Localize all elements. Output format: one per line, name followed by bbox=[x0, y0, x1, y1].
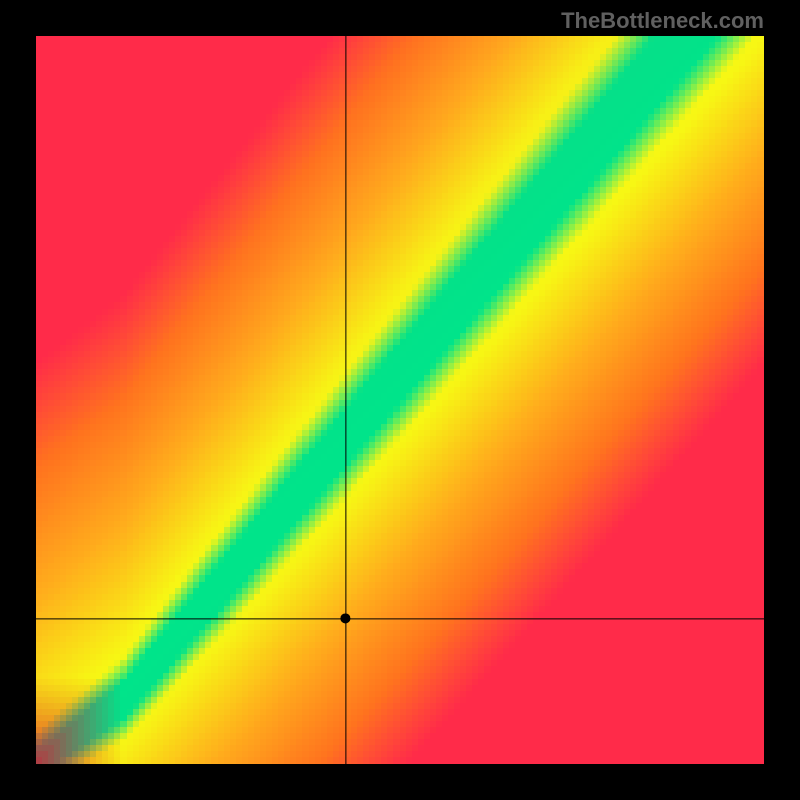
chart-container: { "watermark": { "text": "TheBottleneck.… bbox=[0, 0, 800, 800]
bottleneck-heatmap bbox=[36, 36, 764, 764]
watermark-text: TheBottleneck.com bbox=[561, 8, 764, 34]
